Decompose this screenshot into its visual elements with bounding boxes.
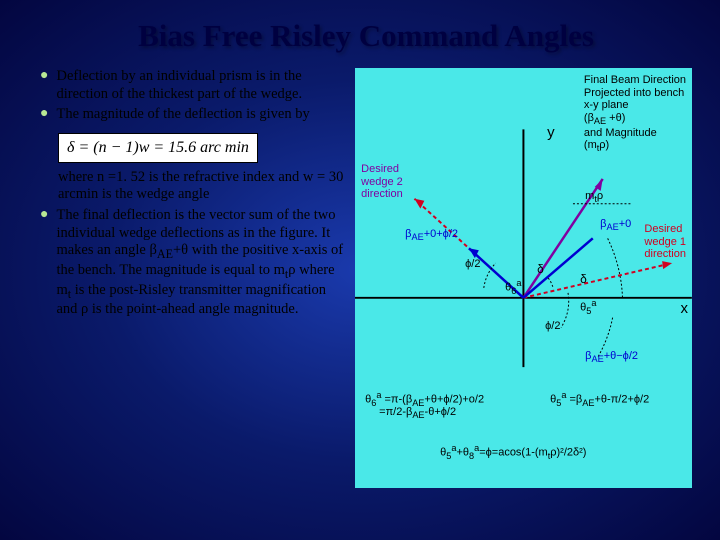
theta6-label: θ6a bbox=[505, 278, 521, 296]
x-axis-label: x bbox=[681, 300, 689, 317]
phi2-lower-label: ϕ/2 bbox=[545, 320, 560, 333]
bullet-1: ● Deflection by an individual prism is i… bbox=[40, 68, 347, 103]
formula-text: δ = (n − 1)w = 15.6 arc min bbox=[67, 139, 249, 156]
bae-minus-label: βAE+θ−ϕ/2 bbox=[585, 350, 638, 365]
wedge1-label: Desired wedge 1 direction bbox=[644, 223, 686, 261]
content-row: ● Deflection by an individual prism is i… bbox=[40, 68, 692, 488]
left-column: ● Deflection by an individual prism is i… bbox=[40, 68, 347, 488]
mtrho-label: mtρ bbox=[585, 190, 603, 205]
eq-theta5: θ5a =βAE+θ-π/2+ϕ/2 bbox=[550, 390, 649, 408]
delta2-label: δ bbox=[580, 273, 587, 287]
diagram-header: Final Beam Direction Projected into benc… bbox=[584, 74, 686, 154]
bullet-2-text: The magnitude of the deflection is given… bbox=[56, 106, 347, 124]
delta-label: δ bbox=[537, 263, 544, 277]
bullet-dot-icon: ● bbox=[40, 106, 48, 124]
slide-container: Bias Free Risley Command Angles ● Deflec… bbox=[0, 0, 720, 540]
slide-title: Bias Free Risley Command Angles bbox=[40, 18, 692, 54]
bullet-dot-icon: ● bbox=[40, 68, 48, 103]
bullet-1-text: Deflection by an individual prism is in … bbox=[56, 68, 347, 103]
wedge2-label: Desired wedge 2 direction bbox=[361, 163, 403, 201]
diagram-panel: Final Beam Direction Projected into benc… bbox=[355, 68, 692, 488]
theta5-label: θ5a bbox=[580, 298, 596, 316]
deflection-formula: δ = (n − 1)w = 15.6 arc min bbox=[58, 133, 258, 163]
bullet-2: ● The magnitude of the deflection is giv… bbox=[40, 106, 347, 124]
phi2-upper-label: ϕ/2 bbox=[465, 258, 480, 271]
bullet-3-pre: where n =1. 52 is the refractive index a… bbox=[58, 169, 347, 204]
bullet-3: ● The final deflection is the vector sum… bbox=[40, 207, 347, 319]
bullet-dot-icon: ● bbox=[40, 207, 48, 319]
y-axis-label: y bbox=[547, 124, 555, 141]
eq-phi: θ5a+θ8a=ϕ=acos(1-(mtρ)²/2δ²) bbox=[440, 443, 586, 461]
bae0-label: βAE+0 bbox=[600, 218, 631, 233]
bae-phi2-label: βAE+0+ϕ/2 bbox=[405, 228, 458, 243]
eq-theta6b: =π/2-βAE-θ+ϕ/2 bbox=[379, 406, 456, 421]
bullet-3-text: The final deflection is the vector sum o… bbox=[56, 207, 347, 319]
